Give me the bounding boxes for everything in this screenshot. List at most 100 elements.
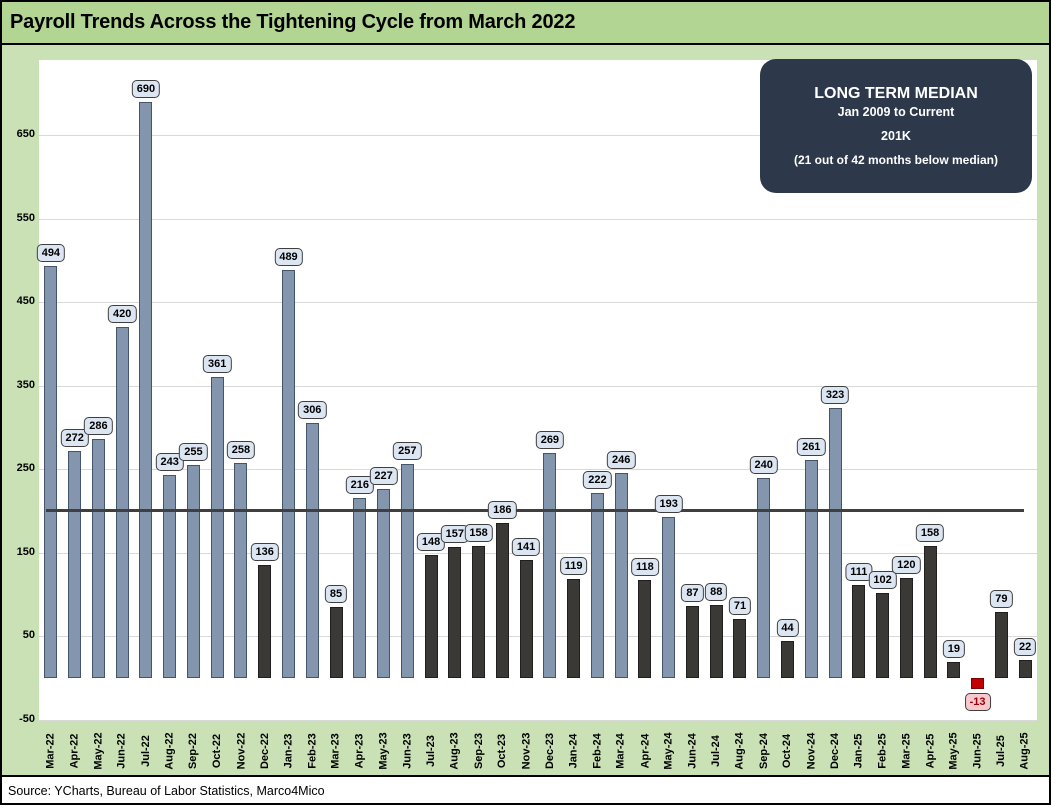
bar-Dec-24 [828,408,842,679]
source-footer: Source: YCharts, Bureau of Labor Statist… [2,775,1049,803]
bar-value-label: 102 [868,571,897,589]
bar-value-label: 494 [36,243,66,262]
bar-Dec-23 [543,453,557,679]
bar-Nov-24 [804,460,818,679]
bar-Mar-23 [329,607,343,679]
bar-value-label: 361 [203,354,232,373]
bar-Dec-22 [258,564,272,679]
bar-value-label: 44 [776,619,799,638]
y-tick-label: 450 [16,295,35,308]
bar-value-label: 216 [345,475,374,494]
bar-Oct-22 [210,376,224,679]
bar-May-23 [377,488,391,679]
y-tick-label: 50 [22,629,35,642]
bar-value-label: 136 [250,542,279,561]
gridline [39,636,1037,638]
bar-value-label: 22 [1013,637,1037,656]
bar-value-label: 246 [606,450,636,469]
bar-value-label: 240 [749,455,778,474]
bar-value-label: 19 [942,640,965,659]
chart-title: Payroll Trends Across the Tightening Cyc… [10,11,576,33]
chart-title-band: Payroll Trends Across the Tightening Cyc… [2,2,1049,45]
bar-Feb-23 [305,422,319,679]
source-note: Source: YCharts, Bureau of Labor Statist… [8,784,325,798]
legend-median-value: 201K [881,129,911,143]
gridline [39,469,1037,471]
median-line [46,509,1024,513]
bar-Jul-22 [139,101,153,679]
bar-value-label: 489 [274,247,303,266]
gridline [39,218,1037,220]
bar-value-label: 71 [728,596,752,615]
bar-Apr-23 [353,497,367,679]
x-axis-label: Aug-25 [998,724,1049,778]
gridline [39,302,1037,304]
bar-value-label: 286 [84,417,113,436]
bar-value-label: 186 [488,500,517,519]
bar-Jul-24 [709,604,723,679]
y-tick-label: 150 [16,545,35,558]
bar-value-label: 269 [535,431,565,450]
bar-value-label: 323 [820,386,850,405]
bar-Nov-23 [519,560,533,679]
bar-value-label: 158 [464,524,493,543]
bar-value-label: 272 [60,428,89,447]
bar-Apr-22 [68,450,82,679]
gridline [39,720,1037,721]
bar-value-label: 118 [631,557,659,576]
y-tick-label: 550 [16,211,35,224]
y-tick-label: 650 [16,128,35,141]
bar-value-label: 141 [511,538,541,557]
bar-value-label: 87 [681,583,704,602]
bar-Aug-23 [448,547,462,679]
chart-plot-region: 650 550 450 350 250 150 50 -50 494 272 286 420 690 24… [2,45,1049,775]
legend-subtitle: Jan 2009 to Current [837,105,955,119]
bar-Sep-23 [472,546,486,679]
bar-Jul-25 [994,612,1008,679]
bar-Aug-25 [1018,659,1032,679]
bar-value-label: 157 [440,525,470,544]
median-legend-box: LONG TERM MEDIAN Jan 2009 to Current 201… [760,59,1032,193]
bar-value-label: 258 [226,440,256,459]
bar-Aug-24 [733,618,747,679]
bar-value-label: 193 [654,494,683,513]
bar-value-label: 306 [298,400,327,419]
bar-May-25 [947,662,961,679]
bar-value-label: 85 [324,585,348,604]
y-tick-label: 250 [16,462,35,475]
gridline [39,385,1037,387]
bar-value-label: 243 [155,453,184,472]
bar-Aug-22 [163,475,177,679]
bar-value-label: 119 [559,556,588,575]
bar-Oct-23 [495,522,509,679]
bar-May-24 [662,516,676,679]
y-tick-label: -50 [19,713,35,725]
bar-Jun-22 [115,327,129,679]
bar-value-label: 148 [416,532,446,551]
bar-value-label: 257 [393,441,422,460]
bar-Sep-22 [186,465,200,679]
bar-Jun-24 [685,605,699,679]
bar-value-label: 420 [107,305,137,324]
bar-Feb-24 [590,492,604,679]
bar-Mar-24 [614,472,628,679]
bar-value-label: 222 [583,470,612,489]
legend-title: LONG TERM MEDIAN [814,85,978,102]
bar-Jan-23 [282,269,295,679]
bar-Sep-24 [757,477,771,679]
bar-Nov-22 [234,462,248,679]
y-tick-label: 350 [16,378,35,391]
bar-Oct-24 [781,641,794,679]
bar-May-22 [91,439,105,679]
bar-value-label: 88 [705,582,728,601]
bar-Jan-24 [567,578,581,679]
gridline [39,135,1037,137]
bar-Jul-23 [424,554,438,679]
x-axis-label-text: Aug-25 [1019,732,1032,770]
bar-Apr-25 [923,546,937,679]
bar-Feb-25 [876,593,890,679]
bar-value-label: 79 [990,590,1013,609]
bar-Jun-23 [400,463,414,679]
bar-value-label: 261 [797,438,826,457]
